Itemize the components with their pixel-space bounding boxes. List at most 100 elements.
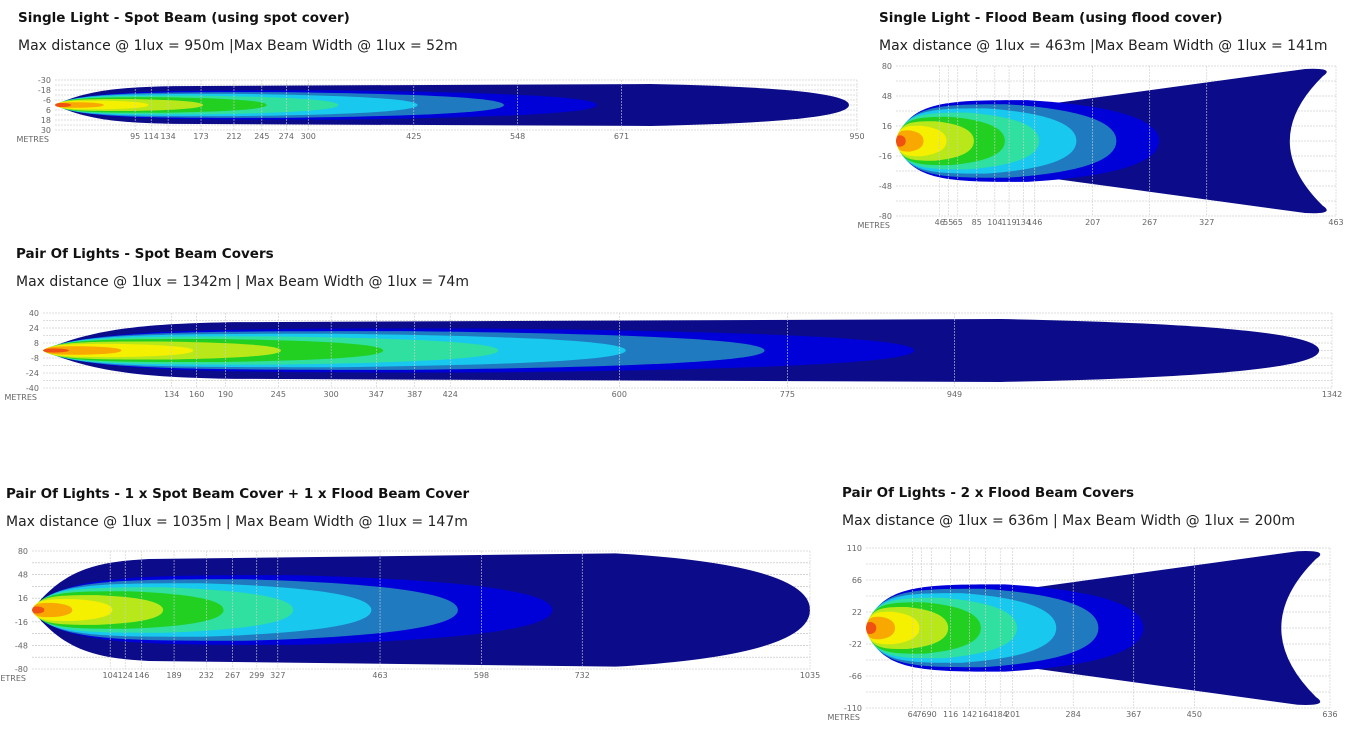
beam-contour bbox=[866, 621, 877, 635]
x-tick-label: 300 bbox=[301, 132, 316, 141]
x-tick-label: 347 bbox=[369, 390, 384, 399]
y-tick-label: 16 bbox=[18, 594, 28, 603]
x-tick-label: 598 bbox=[474, 671, 489, 680]
beam-contour bbox=[43, 346, 122, 355]
beam-contour bbox=[32, 602, 73, 618]
x-tick-label: 636 bbox=[1322, 710, 1337, 719]
x-tick-label: 425 bbox=[406, 132, 421, 141]
y-tick-label: -110 bbox=[844, 704, 862, 713]
y-tick-label: -48 bbox=[15, 641, 28, 650]
x-tick-label: 189 bbox=[166, 671, 181, 680]
y-tick-label: -66 bbox=[849, 672, 862, 681]
chart-title: Single Light - Spot Beam (using spot cov… bbox=[18, 10, 350, 26]
x-tick-label: 160 bbox=[189, 390, 204, 399]
x-tick-label: 600 bbox=[612, 390, 627, 399]
y-tick-label: -40 bbox=[26, 384, 39, 393]
x-tick-label: 299 bbox=[249, 671, 264, 680]
chart-title: Pair Of Lights - Spot Beam Covers bbox=[16, 246, 274, 262]
x-tick-label: 146 bbox=[134, 671, 149, 680]
x-tick-label: 284 bbox=[1066, 710, 1081, 719]
y-tick-label: 40 bbox=[29, 309, 39, 318]
y-tick-label: -80 bbox=[15, 665, 28, 674]
beam-chart: 95 114 134 173 212 245 274 300 425 548 671 950 -30-1… bbox=[16, 76, 864, 144]
y-tick-label: 110 bbox=[847, 544, 862, 553]
x-tick-label: 232 bbox=[199, 671, 214, 680]
x-tick-label: 387 bbox=[407, 390, 422, 399]
chart-title: Pair Of Lights - 2 x Flood Beam Covers bbox=[842, 485, 1135, 501]
x-tick-label: 732 bbox=[575, 671, 590, 680]
x-tick-label: 671 bbox=[614, 132, 629, 141]
x-tick-label: 245 bbox=[254, 132, 269, 141]
y-tick-label: -24 bbox=[26, 369, 39, 378]
beam-contour bbox=[866, 616, 896, 640]
x-tick-label: 450 bbox=[1187, 710, 1202, 719]
x-tick-label: 55 bbox=[943, 218, 953, 227]
y-tick-label: -16 bbox=[879, 152, 892, 161]
x-tick-label: 164 bbox=[978, 710, 993, 719]
x-tick-label: 267 bbox=[1142, 218, 1157, 227]
chart-title: Single Light - Flood Beam (using flood c… bbox=[879, 10, 1223, 26]
x-axis-label: METRES bbox=[857, 221, 890, 230]
y-tick-label: 6 bbox=[46, 106, 51, 115]
y-tick-label: 80 bbox=[18, 547, 28, 556]
x-tick-label: 76 bbox=[916, 710, 926, 719]
chart-subtitle: Max distance @ 1lux = 1035m | Max Beam W… bbox=[6, 514, 468, 530]
chart-subtitle: Max distance @ 1lux = 1342m | Max Beam W… bbox=[16, 274, 469, 290]
x-tick-label: 245 bbox=[271, 390, 286, 399]
x-axis-label: METRES bbox=[0, 674, 26, 683]
x-tick-label: 134 bbox=[1016, 218, 1031, 227]
y-tick-label: -16 bbox=[15, 618, 28, 627]
y-tick-label: 16 bbox=[882, 122, 892, 131]
y-tick-label: 30 bbox=[41, 126, 51, 135]
x-tick-label: 173 bbox=[193, 132, 208, 141]
x-tick-label: 190 bbox=[218, 390, 233, 399]
x-tick-label: 274 bbox=[279, 132, 294, 141]
x-tick-label: 104 bbox=[987, 218, 1002, 227]
x-tick-label: 104 bbox=[103, 671, 118, 680]
y-tick-label: 48 bbox=[18, 571, 28, 580]
x-axis-label: METRES bbox=[827, 713, 860, 722]
y-tick-label: -30 bbox=[38, 76, 51, 85]
chart-title: Pair Of Lights - 1 x Spot Beam Cover + 1… bbox=[6, 486, 470, 502]
x-tick-label: 548 bbox=[510, 132, 525, 141]
y-tick-label: 66 bbox=[852, 576, 862, 585]
x-tick-label: 85 bbox=[972, 218, 982, 227]
x-tick-label: 775 bbox=[780, 390, 795, 399]
y-tick-label: -22 bbox=[849, 640, 862, 649]
x-tick-label: 64 bbox=[908, 710, 918, 719]
x-tick-label: 1035 bbox=[800, 671, 820, 680]
y-tick-label: -6 bbox=[43, 96, 51, 105]
y-tick-label: -48 bbox=[879, 182, 892, 191]
y-tick-label: -18 bbox=[38, 86, 51, 95]
x-tick-label: 201 bbox=[1005, 710, 1020, 719]
x-tick-label: 90 bbox=[927, 710, 937, 719]
x-tick-label: 119 bbox=[1001, 218, 1016, 227]
x-tick-label: 267 bbox=[225, 671, 240, 680]
y-tick-label: 18 bbox=[41, 116, 51, 125]
beam-contour bbox=[55, 103, 72, 107]
y-tick-label: 22 bbox=[852, 608, 862, 617]
x-tick-label: 300 bbox=[324, 390, 339, 399]
x-axis-label: METRES bbox=[4, 393, 37, 402]
x-axis-label: METRES bbox=[16, 135, 49, 144]
beam-contour bbox=[896, 130, 924, 152]
x-tick-label: 207 bbox=[1085, 218, 1100, 227]
x-tick-label: 184 bbox=[993, 710, 1008, 719]
x-tick-label: 424 bbox=[443, 390, 458, 399]
x-tick-label: 65 bbox=[953, 218, 963, 227]
x-tick-label: 95 bbox=[130, 132, 140, 141]
y-tick-label: 8 bbox=[34, 339, 39, 348]
y-tick-label: 48 bbox=[882, 92, 892, 101]
x-tick-label: 142 bbox=[962, 710, 977, 719]
beam-chart: 104 124 146 189 232 267 299 327 463 598 732 1035 80 4… bbox=[0, 547, 820, 683]
y-tick-label: -80 bbox=[879, 212, 892, 221]
x-tick-label: 950 bbox=[849, 132, 864, 141]
x-tick-label: 134 bbox=[164, 390, 179, 399]
x-tick-label: 124 bbox=[118, 671, 133, 680]
y-tick-label: 24 bbox=[29, 324, 39, 333]
beam-chart: 134 160 190 245 300 347 387 424 600 775 949 1342 40 2… bbox=[4, 309, 1342, 402]
beam-contour bbox=[896, 135, 906, 147]
